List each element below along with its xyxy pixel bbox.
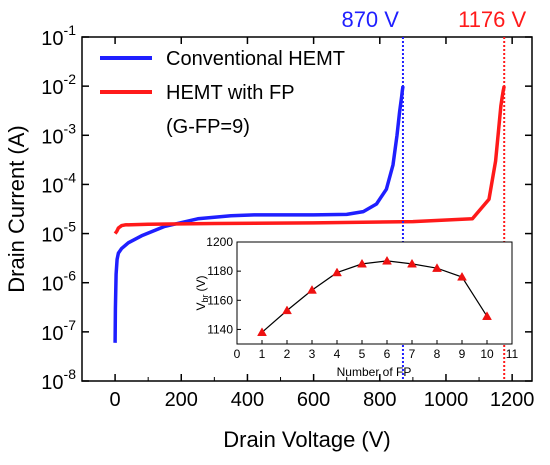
inset-data-point (257, 327, 267, 336)
inset-x-tick-label: 5 (359, 347, 366, 361)
inset-y-tick-label: 1140 (207, 322, 233, 336)
x-tick-label: 1200 (490, 389, 535, 411)
inset-plot: 0 1 2 3 4 5 6 7 8 9 10 11 1140 1160 1180 1200 Number o… (194, 235, 519, 379)
inset-x-tick-label: 8 (434, 347, 441, 361)
inset-x-tick-label: 11 (506, 347, 519, 361)
y-tick-group: 10-110-210-310-410-510-610-710-8 (41, 22, 532, 394)
y-tick-label: 10-6 (41, 268, 76, 296)
plot-frame (81, 36, 533, 382)
legend: Conventional HEMT HEMT with FP (G-FP=9) (100, 48, 345, 138)
y-tick-base: 10 (41, 274, 63, 296)
y-tick-exponent: -5 (64, 219, 77, 235)
y-tick-base: 10 (41, 126, 63, 148)
y-tick-base: 10 (41, 28, 63, 50)
inset-y-axis-sub: br (200, 294, 210, 302)
y-tick-label: 10-3 (41, 120, 76, 148)
inset-frame (236, 241, 513, 345)
x-tick-label: 1000 (424, 389, 469, 411)
series-group (113, 85, 506, 343)
y-tick-exponent: -1 (64, 22, 77, 38)
x-tick-label: 0 (110, 389, 121, 411)
x-tick-group: 0 200 400 600 800 1000 1200 (81, 37, 535, 411)
inset-y-tick-label: 1160 (207, 293, 233, 307)
breakdown-label: 870 V (341, 7, 399, 32)
inset-data-point (482, 311, 492, 320)
legend-note: (G-FP=9) (166, 116, 250, 138)
y-tick-base: 10 (41, 225, 63, 247)
inset-data-point (457, 271, 467, 281)
y-tick-label: 10-4 (41, 169, 76, 197)
inset-data-point (357, 258, 367, 268)
y-tick-base: 10 (41, 77, 63, 99)
y-tick-base: 10 (41, 372, 63, 394)
inset-x-tick-group: 0 1 2 3 4 5 6 7 8 9 10 11 (234, 340, 519, 361)
series-line-hemt-with-fp (113, 85, 506, 235)
inset-x-tick-label: 0 (234, 347, 241, 361)
x-axis-title: Drain Voltage (V) (223, 427, 391, 452)
inset-x-tick-label: 9 (459, 347, 466, 361)
y-tick-label: 10-2 (41, 71, 76, 99)
y-tick-exponent: -8 (64, 366, 77, 382)
y-tick-base: 10 (41, 323, 63, 345)
x-tick-label: 200 (165, 389, 198, 411)
y-axis-title: Drain Current (A) (4, 125, 29, 292)
inset-y-axis-unit: (V) (194, 275, 208, 291)
y-tick-label: 10-8 (41, 366, 76, 394)
inset-series-line (261, 260, 488, 333)
inset-x-tick-label: 6 (384, 347, 391, 361)
inset-y-tick-label: 1200 (206, 235, 233, 249)
inset-x-tick-label: 1 (259, 347, 266, 361)
x-tick-label: 800 (363, 389, 396, 411)
legend-label-fp: HEMT with FP (166, 82, 295, 104)
inset-data-point (307, 285, 317, 294)
inset-x-tick-label: 7 (409, 347, 416, 361)
inset-data-point (332, 267, 342, 277)
inset-data-point (282, 305, 292, 315)
inset-x-tick-label: 2 (284, 347, 291, 361)
breakdown-label: 1176 V (458, 7, 526, 32)
y-tick-label: 10-1 (41, 22, 76, 50)
inset-y-axis-title: Vbr (V) (194, 275, 210, 310)
inset-x-tick-label: 4 (334, 347, 341, 361)
x-tick-label: 600 (297, 389, 330, 411)
annotation-group: 870 V 1176 V (341, 7, 527, 381)
inset-data-point (407, 258, 417, 268)
inset-x-tick-label: 10 (480, 347, 494, 361)
y-tick-exponent: -2 (64, 71, 77, 87)
y-tick-label: 10-7 (41, 317, 76, 345)
inset-data-point (382, 255, 392, 265)
inset-y-tick-label: 1180 (207, 264, 233, 278)
y-tick-exponent: -4 (64, 169, 77, 185)
y-tick-exponent: -7 (64, 317, 77, 333)
series-line-conventional-hemt (113, 85, 405, 343)
inset-series-group (257, 255, 492, 336)
y-tick-exponent: -3 (64, 120, 77, 136)
inset-y-tick-group: 1140 1160 1180 1200 (206, 235, 241, 336)
y-tick-label: 10-5 (41, 219, 76, 247)
y-tick-exponent: -6 (64, 268, 77, 284)
inset-x-axis-title: Number of FP (337, 365, 412, 379)
y-tick-base: 10 (41, 175, 63, 197)
inset-y-axis-base: V (194, 303, 208, 311)
legend-label-conventional: Conventional HEMT (166, 48, 345, 70)
inset-data-point (432, 263, 442, 272)
main-plot: 0 200 400 600 800 1000 1200 10-110-210-310-410… (4, 7, 534, 452)
inset-x-tick-label: 3 (309, 347, 316, 361)
x-tick-label: 400 (231, 389, 264, 411)
